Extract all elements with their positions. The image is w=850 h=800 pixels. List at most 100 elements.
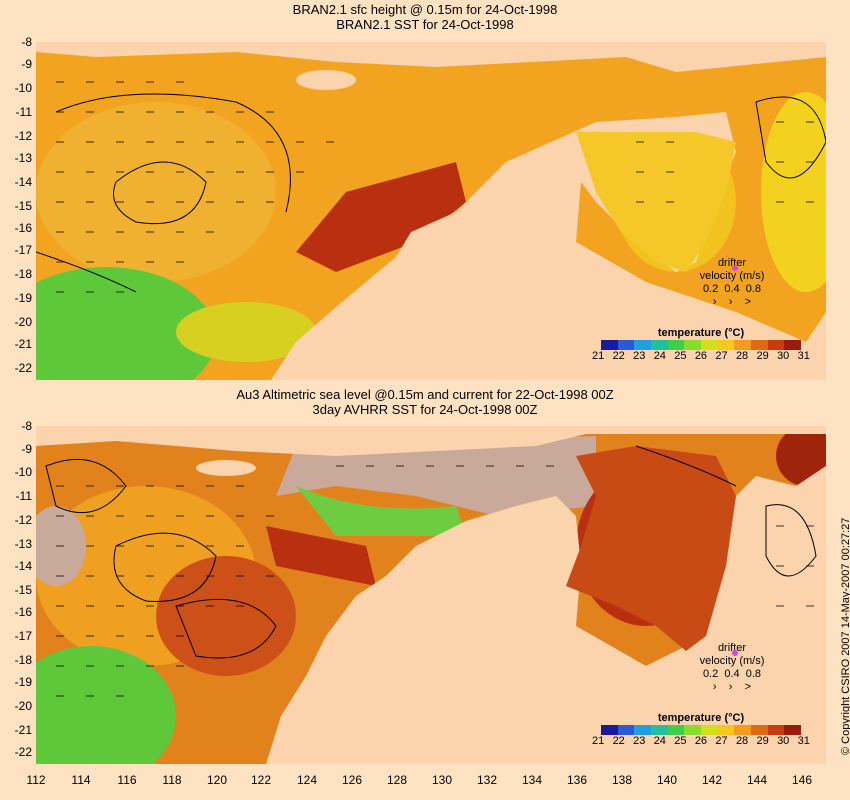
colorbar-tick: 21	[592, 735, 605, 747]
colorbar-swatch	[751, 340, 768, 350]
bottom-drifter-legend: drifter velocity (m/s) 0.2 0.4 0.8 › › >	[692, 642, 772, 694]
drifter-arrow-icons: › › >	[712, 296, 752, 308]
colorbar-tick: 26	[694, 350, 708, 362]
lat-label: -10	[14, 465, 32, 479]
colorbar-ticks: 21 22 23 24 25 26 27 28 29 30 31	[592, 735, 810, 747]
colorbar-swatch	[651, 340, 668, 350]
colorbar-swatch	[601, 725, 618, 735]
lat-label: -18	[14, 653, 32, 667]
colorbar-swatch	[701, 725, 718, 735]
lat-label: -13	[14, 537, 32, 551]
drifter-arrow-icons: › › >	[712, 681, 752, 693]
colorbar-swatch	[617, 725, 635, 735]
colorbar-swatch	[717, 725, 735, 735]
lon-label: 114	[71, 773, 91, 787]
colorbar-swatch	[667, 340, 685, 350]
lon-label: 128	[386, 773, 408, 787]
colorbar-tick: 21	[592, 350, 605, 362]
top-title-line2: BRAN2.1 SST for 24-Oct-1998	[336, 17, 514, 32]
colorbar-swatch	[601, 340, 618, 350]
lat-label: -11	[15, 489, 32, 503]
lon-label: 146	[791, 773, 813, 787]
drifter-marker-icon	[732, 265, 738, 271]
lat-label: -19	[14, 291, 32, 305]
lat-label: -16	[14, 605, 32, 619]
colorbar-swatch	[701, 340, 718, 350]
drifter-speeds: 0.2 0.4 0.8	[702, 668, 762, 680]
lon-label: 124	[296, 773, 318, 787]
drifter-marker-icon	[732, 650, 738, 656]
top-title-line1: BRAN2.1 sfc height @ 0.15m for 24-Oct-19…	[292, 2, 558, 17]
lon-label: 120	[206, 773, 228, 787]
colorbar-tick: 24	[653, 735, 666, 747]
lat-label: -20	[14, 315, 32, 329]
bottom-title-line1: Au3 Altimetric sea level @0.15m and curr…	[236, 387, 614, 402]
colorbar-swatch	[784, 340, 802, 350]
colorbar-title: temperature (°C)	[657, 327, 745, 339]
bottom-title-line2: 3day AVHRR SST for 24-Oct-1998 00Z	[312, 402, 538, 417]
lon-label: 138	[611, 773, 633, 787]
lat-label: -10	[14, 81, 32, 95]
colorbar-swatch	[734, 340, 752, 350]
lat-label: -8	[21, 35, 32, 49]
colorbar-strip	[601, 725, 802, 735]
lon-label: 144	[746, 773, 768, 787]
lon-label: 116	[117, 773, 137, 787]
colorbar-tick: 26	[694, 735, 708, 747]
lon-label: 118	[162, 773, 182, 787]
top-colorbar: temperature (°C) 21 22 23 24 25 26 27 28…	[592, 326, 810, 362]
colorbar-title: temperature (°C)	[657, 712, 745, 724]
lat-label: -9	[21, 57, 32, 71]
colorbar-swatch	[751, 725, 768, 735]
lat-label: -8	[21, 419, 32, 433]
lon-label: 134	[521, 773, 543, 787]
lon-label: 140	[656, 773, 678, 787]
drifter-speeds: 0.2 0.4 0.8	[702, 283, 762, 295]
colorbar-tick: 29	[756, 735, 769, 747]
lat-label: -15	[14, 199, 32, 213]
lat-label: -14	[14, 559, 32, 573]
colorbar-ticks: 21 22 23 24 25 26 27 28 29 30 31	[592, 350, 810, 362]
lat-label: -20	[14, 699, 32, 713]
drifter-label: drifter	[717, 642, 747, 654]
lat-label: -19	[14, 675, 32, 689]
colorbar-swatch	[667, 725, 685, 735]
lon-label: 136	[566, 773, 588, 787]
copyright-notice: © Copyright CSIRO 2007 14-May-2007 00:27…	[840, 517, 850, 755]
top-sst-map	[36, 42, 826, 380]
colorbar-strip	[601, 340, 802, 350]
drifter-velocity-label: velocity (m/s)	[699, 655, 765, 667]
colorbar-swatch	[634, 725, 652, 735]
drifter-velocity-label: velocity (m/s)	[699, 270, 765, 282]
lon-label: 130	[431, 773, 453, 787]
colorbar-swatch	[717, 340, 735, 350]
colorbar-tick: 27	[715, 350, 728, 362]
colorbar-tick: 23	[633, 735, 646, 747]
lon-label: 112	[26, 773, 46, 787]
lat-label: -15	[14, 583, 32, 597]
colorbar-tick: 30	[777, 350, 790, 362]
lat-label: -9	[21, 442, 32, 456]
lon-label: 142	[701, 773, 723, 787]
lat-label: -12	[14, 129, 32, 143]
bottom-sst-map	[36, 426, 826, 764]
colorbar-swatch	[784, 725, 802, 735]
lat-label: -22	[14, 361, 32, 375]
colorbar-swatch	[634, 340, 652, 350]
lat-label: -17	[14, 243, 32, 257]
lat-label: -12	[14, 513, 32, 527]
colorbar-tick: 23	[633, 350, 646, 362]
lat-label: -11	[15, 105, 32, 119]
colorbar-swatch	[734, 725, 752, 735]
lat-label: -17	[14, 629, 32, 643]
colorbar-tick: 30	[777, 735, 790, 747]
colorbar-tick: 29	[756, 350, 769, 362]
bottom-colorbar: temperature (°C) 21 22 23 24 25 26 27 28…	[592, 711, 810, 747]
lat-label: -16	[14, 221, 32, 235]
colorbar-swatch	[617, 340, 635, 350]
drifter-label: drifter	[717, 257, 747, 269]
lat-label: -18	[14, 267, 32, 281]
lon-label: 126	[341, 773, 363, 787]
colorbar-tick: 22	[612, 735, 625, 747]
lon-label: 132	[476, 773, 498, 787]
